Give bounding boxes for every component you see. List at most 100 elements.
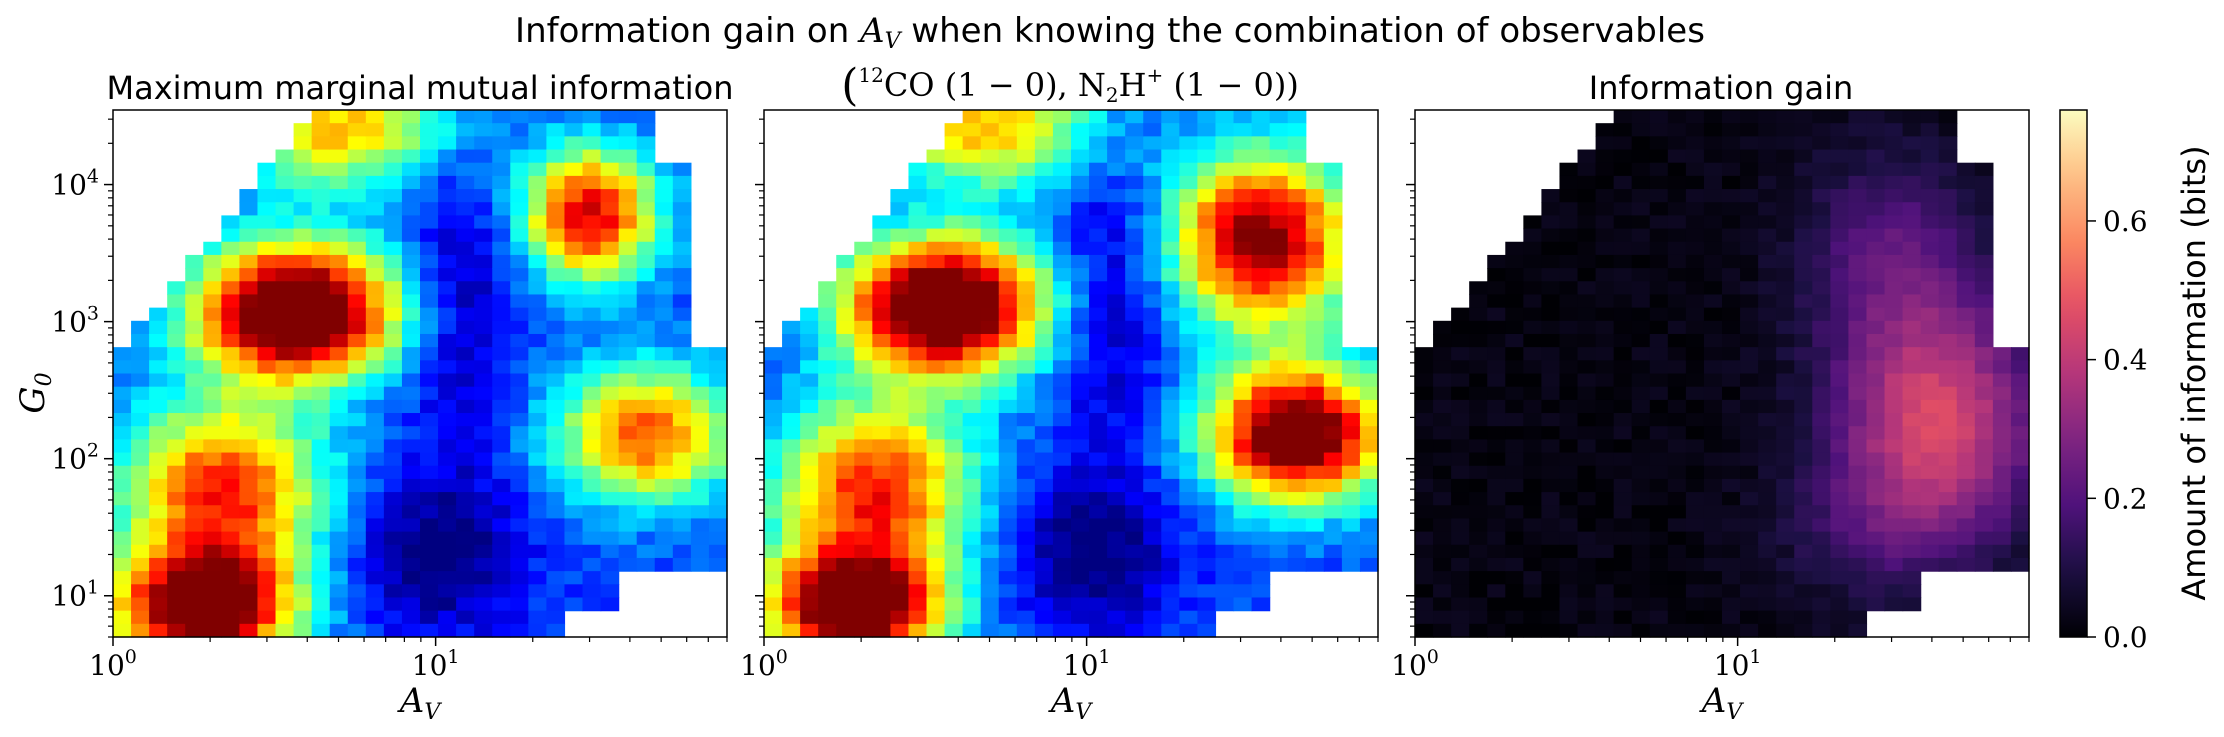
heatmap-cell xyxy=(1685,175,1705,190)
heatmap-cell xyxy=(564,149,584,164)
heatmap-cell xyxy=(1740,518,1759,533)
heatmap-cell xyxy=(962,557,982,572)
heatmap-cell xyxy=(492,399,511,414)
heatmap-cell xyxy=(1722,149,1741,164)
heatmap-cell xyxy=(1613,531,1633,546)
heatmap-cell xyxy=(636,254,656,269)
heatmap-cell xyxy=(1577,557,1597,572)
heatmap-cell xyxy=(1107,268,1126,282)
heatmap-cell xyxy=(708,465,728,480)
heatmap-cell xyxy=(1071,584,1090,599)
heatmap-cell xyxy=(1179,597,1199,612)
heatmap-cell xyxy=(1758,136,1777,151)
heatmap-cell xyxy=(1866,373,1886,388)
heatmap-cell xyxy=(1143,492,1162,506)
heatmap-cell xyxy=(1938,399,1958,414)
heatmap-cell xyxy=(1577,478,1597,493)
heatmap-cell xyxy=(257,228,277,243)
heatmap-cell xyxy=(528,518,548,533)
heatmap-cell xyxy=(1812,465,1831,480)
heatmap-cell xyxy=(1938,228,1958,243)
heatmap-cell xyxy=(1559,254,1579,269)
heatmap-cell xyxy=(546,571,566,585)
heatmap-cell xyxy=(944,386,964,401)
heatmap-cell xyxy=(1052,333,1072,348)
heatmap-cell xyxy=(1107,110,1126,124)
heatmap-cell xyxy=(1143,518,1162,533)
heatmap-cell xyxy=(510,307,529,322)
heatmap-cell xyxy=(636,307,656,322)
heatmap-cell xyxy=(1451,452,1470,467)
heatmap-cell xyxy=(492,571,511,585)
heatmap-cell xyxy=(492,478,511,493)
heatmap-cell xyxy=(1125,373,1144,388)
heatmap-cell xyxy=(1487,307,1506,322)
heatmap-cell xyxy=(980,623,1000,638)
heatmap-cell xyxy=(1541,531,1561,546)
heatmap-cell xyxy=(203,254,222,269)
heatmap-cell xyxy=(1794,584,1813,599)
heatmap-cell xyxy=(347,571,367,585)
heatmap-cell xyxy=(1323,162,1343,177)
heatmap-cell xyxy=(854,360,873,375)
heatmap-cell xyxy=(1323,189,1343,203)
heatmap-cell xyxy=(347,373,367,388)
heatmap-cell xyxy=(1359,426,1379,440)
heatmap-cell xyxy=(1016,386,1036,401)
heatmap-cell xyxy=(1577,571,1597,585)
heatmap-cell xyxy=(1016,557,1036,572)
heatmap-cell xyxy=(1052,347,1072,361)
heatmap-cell xyxy=(1143,294,1162,309)
heatmap-cell xyxy=(420,254,439,269)
heatmap-cell xyxy=(1125,610,1144,625)
heatmap-cell xyxy=(782,623,801,638)
heatmap-cell xyxy=(420,610,439,625)
heatmap-cell xyxy=(1034,623,1054,638)
heatmap-cell xyxy=(1341,439,1361,454)
x-axis-label: AV xyxy=(1699,681,1745,725)
heatmap-cell xyxy=(1974,294,1994,309)
colorbar-frame xyxy=(2059,109,2088,638)
heatmap-cell xyxy=(1305,215,1325,230)
heatmap-cell xyxy=(275,307,295,322)
heatmap-cell xyxy=(1179,241,1199,256)
heatmap-cell xyxy=(1884,307,1904,322)
heatmap-cell xyxy=(1758,584,1777,599)
heatmap-cell xyxy=(1577,465,1597,480)
heatmap-cell xyxy=(1776,175,1795,190)
heatmap-cell xyxy=(1505,294,1524,309)
heatmap-cell xyxy=(1269,426,1289,440)
heatmap-cell xyxy=(708,505,728,520)
heatmap-cell xyxy=(257,175,277,190)
heatmap-cell xyxy=(1776,465,1795,480)
heatmap-cell xyxy=(293,373,313,388)
heatmap-cell xyxy=(1433,347,1452,361)
heatmap-cell xyxy=(113,360,132,375)
heatmap-cell xyxy=(528,597,548,612)
heatmap-cell xyxy=(564,110,584,124)
heatmap-cell xyxy=(1487,478,1506,493)
heatmap-cell xyxy=(2010,531,2030,546)
heatmap-cell xyxy=(1956,465,1976,480)
heatmap-cell xyxy=(980,254,1000,269)
heatmap-cell xyxy=(1451,478,1470,493)
heatmap-cell xyxy=(782,610,801,625)
heatmap-cell xyxy=(1161,136,1180,151)
heatmap-cell xyxy=(1523,610,1543,625)
heatmap-cell xyxy=(492,505,511,520)
heatmap-cell xyxy=(1143,347,1162,361)
heatmap-cell xyxy=(1287,518,1307,533)
heatmap-cell xyxy=(1848,571,1868,585)
heatmap-cell xyxy=(510,373,529,388)
heatmap-cell xyxy=(1125,386,1144,401)
heatmap-cell xyxy=(1794,373,1813,388)
heatmap-cell xyxy=(1143,228,1162,243)
heatmap-cell xyxy=(1577,439,1597,454)
heatmap-cell xyxy=(1631,175,1651,190)
heatmap-cell xyxy=(239,584,259,599)
heatmap-cell xyxy=(836,268,855,282)
heatmap-cell xyxy=(1884,386,1904,401)
heatmap-cell xyxy=(1938,254,1958,269)
heatmap-cell xyxy=(962,241,982,256)
heatmap-cell xyxy=(383,307,403,322)
